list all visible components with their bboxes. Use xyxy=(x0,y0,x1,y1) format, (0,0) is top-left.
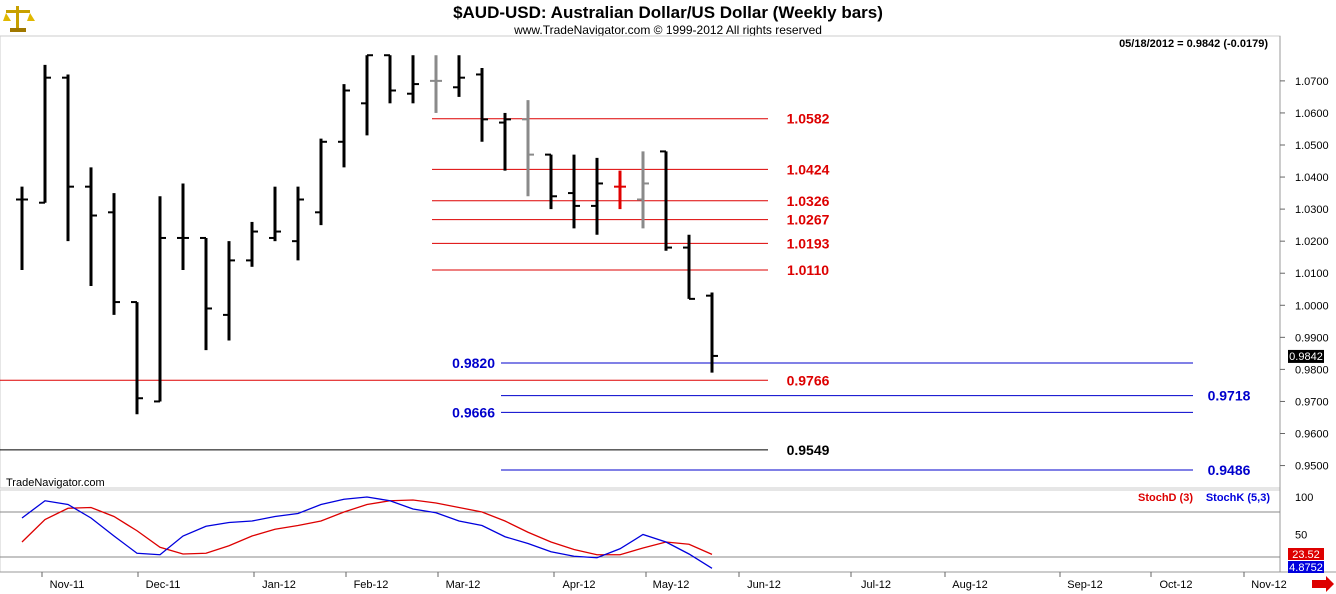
x-tick-label: Nov-12 xyxy=(1251,579,1286,591)
ohlc-bar xyxy=(292,186,304,261)
stoch-d-value: 23.52 xyxy=(1292,549,1320,561)
ohlc-bar xyxy=(476,68,488,142)
stoch-d-line xyxy=(21,499,713,556)
ohlc-bar xyxy=(637,151,649,229)
ohlc-bar xyxy=(545,153,557,210)
x-tick-label: Sep-12 xyxy=(1067,579,1102,591)
price-tick-label: 0.9700 xyxy=(1295,396,1329,408)
level-label: 1.0326 xyxy=(787,193,830,209)
level-label: 0.9486 xyxy=(1208,462,1251,478)
ohlc-bar xyxy=(660,150,672,251)
ohlc-bar xyxy=(177,183,189,271)
x-tick-label: Jul-12 xyxy=(861,579,891,591)
level-label: 0.9666 xyxy=(452,404,495,420)
ohlc-bar xyxy=(154,196,166,403)
ohlc-bar xyxy=(361,54,373,136)
stoch-k-legend: StochK (5,3) xyxy=(1206,492,1271,504)
x-tick-label: May-12 xyxy=(653,579,690,591)
price-tick-label: 0.9800 xyxy=(1295,364,1329,376)
price-tick-label: 1.0000 xyxy=(1295,300,1329,312)
ohlc-bar xyxy=(200,236,212,351)
ohlc-bar xyxy=(706,292,718,373)
scroll-right-arrow-icon[interactable] xyxy=(1312,576,1334,592)
x-tick-label: Jan-12 xyxy=(262,579,296,591)
x-tick-label: Dec-11 xyxy=(146,579,181,591)
last-quote-text: 05/18/2012 = 0.9842 (-0.0179) xyxy=(1119,38,1268,50)
ohlc-bar xyxy=(62,74,74,242)
stoch-k-value: 4.8752 xyxy=(1289,562,1323,574)
current-price-marker: 0.9842 xyxy=(1288,349,1324,363)
stoch-k-value-marker: 4.8752 xyxy=(1288,561,1324,574)
x-tick-label: Nov-11 xyxy=(50,579,85,591)
ohlc-bar xyxy=(39,64,51,204)
level-label: 1.0267 xyxy=(787,212,830,228)
level-label: 0.9549 xyxy=(787,442,830,458)
logo xyxy=(0,0,36,36)
price-tick-label: 0.9500 xyxy=(1295,461,1329,473)
price-tick-label: 1.0300 xyxy=(1295,204,1329,216)
level-label: 0.9766 xyxy=(787,372,830,388)
stoch-d-value-marker: 23.52 xyxy=(1288,548,1324,561)
x-tick-label: Oct-12 xyxy=(1159,579,1192,591)
ohlc-bar xyxy=(568,154,580,229)
x-tick-label: Apr-12 xyxy=(562,579,595,591)
ohlc-bar xyxy=(407,55,419,104)
watermark-text: TradeNavigator.com xyxy=(6,477,105,489)
copyright-text: www.TradeNavigator.com © 1999-2012 All r… xyxy=(513,23,822,37)
price-tick-label: 1.0200 xyxy=(1295,236,1329,248)
scales-icon xyxy=(3,6,35,32)
chart-title: $AUD-USD: Australian Dollar/US Dollar (W… xyxy=(453,3,883,22)
level-label: 1.0582 xyxy=(787,111,830,127)
ohlc-bar xyxy=(85,167,97,287)
price-tick-label: 1.0600 xyxy=(1295,108,1329,120)
ohlc-bar xyxy=(269,186,281,242)
ohlc-bar xyxy=(453,55,465,97)
price-tick-label: 0.9900 xyxy=(1295,332,1329,344)
price-panel xyxy=(0,35,1281,489)
stoch-tick-label: 50 xyxy=(1295,530,1307,542)
ohlc-bar xyxy=(522,100,534,197)
price-tick-label: 1.0400 xyxy=(1295,172,1329,184)
ohlc-bar xyxy=(315,138,327,226)
x-tick-label: Aug-12 xyxy=(952,579,987,591)
level-label: 1.0110 xyxy=(787,262,829,278)
ohlc-bar xyxy=(384,54,396,104)
ohlc-bar xyxy=(591,157,603,235)
level-label: 0.9718 xyxy=(1208,388,1251,404)
ohlc-bar xyxy=(131,301,143,415)
ohlc-bar xyxy=(223,241,235,341)
x-tick-label: Jun-12 xyxy=(747,579,781,591)
ohlc-bar xyxy=(430,55,442,113)
price-tick-label: 1.0700 xyxy=(1295,76,1329,88)
x-tick-label: Mar-12 xyxy=(446,579,481,591)
price-tick-label: 0.9600 xyxy=(1295,429,1329,441)
level-label: 1.0424 xyxy=(787,161,830,177)
ohlc-bar xyxy=(614,170,626,210)
x-tick-label: Feb-12 xyxy=(354,579,389,591)
current-price-label: 0.9842 xyxy=(1289,351,1323,363)
ohlc-bar xyxy=(499,112,511,171)
ohlc-bar xyxy=(16,186,28,271)
stoch-tick-label: 100 xyxy=(1295,492,1313,504)
ohlc-bar xyxy=(338,84,350,168)
ohlc-bar xyxy=(108,193,120,315)
level-label: 1.0193 xyxy=(787,235,830,251)
price-tick-label: 1.0500 xyxy=(1295,140,1329,152)
stoch-k-line xyxy=(21,496,713,569)
price-tick-label: 1.0100 xyxy=(1295,268,1329,280)
stochastic-panel xyxy=(0,489,1281,573)
ohlc-bar xyxy=(683,234,695,300)
stoch-d-legend: StochD (3) xyxy=(1138,492,1193,504)
level-label: 0.9820 xyxy=(452,355,495,371)
ohlc-bar xyxy=(246,221,258,267)
